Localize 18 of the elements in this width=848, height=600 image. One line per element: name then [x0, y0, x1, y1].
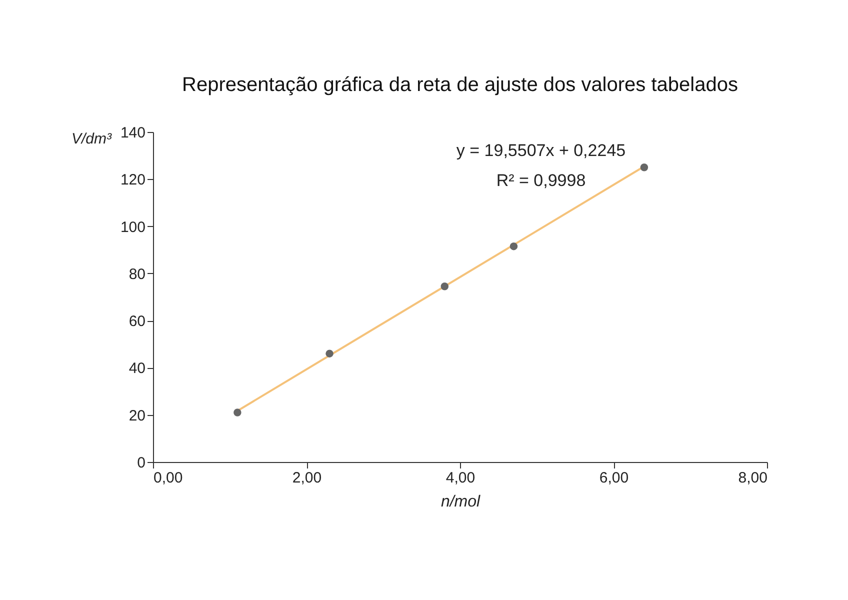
y-tick-label: 100 — [120, 218, 146, 236]
x-tick-label: 4,00 — [446, 470, 476, 486]
chart-title: Representação gráfica da reta de ajuste dos valores tabelados — [182, 74, 738, 96]
y-tick-label: 20 — [128, 407, 146, 424]
x-tick-label: 8,00 — [738, 470, 768, 486]
x-tick-label: 0,00 — [154, 470, 183, 486]
y-tick-label: 120 — [120, 172, 146, 189]
annotation: y = 19,5507x + 0,2245 — [456, 141, 626, 160]
y-axis-title: V/dm³ — [71, 130, 112, 148]
y-tick-label: 60 — [128, 313, 146, 330]
x-axis-title: n/mol — [440, 494, 481, 510]
y-tick-label: 40 — [128, 360, 146, 378]
y-tick-label: 80 — [128, 266, 146, 283]
y-tick-label: 0 — [137, 454, 146, 472]
y-tick-label: 140 — [120, 124, 146, 142]
x-tick-label: 2,00 — [292, 470, 322, 486]
annotation: R² = 0,9998 — [496, 171, 586, 190]
x-tick-label: 6,00 — [599, 470, 629, 486]
